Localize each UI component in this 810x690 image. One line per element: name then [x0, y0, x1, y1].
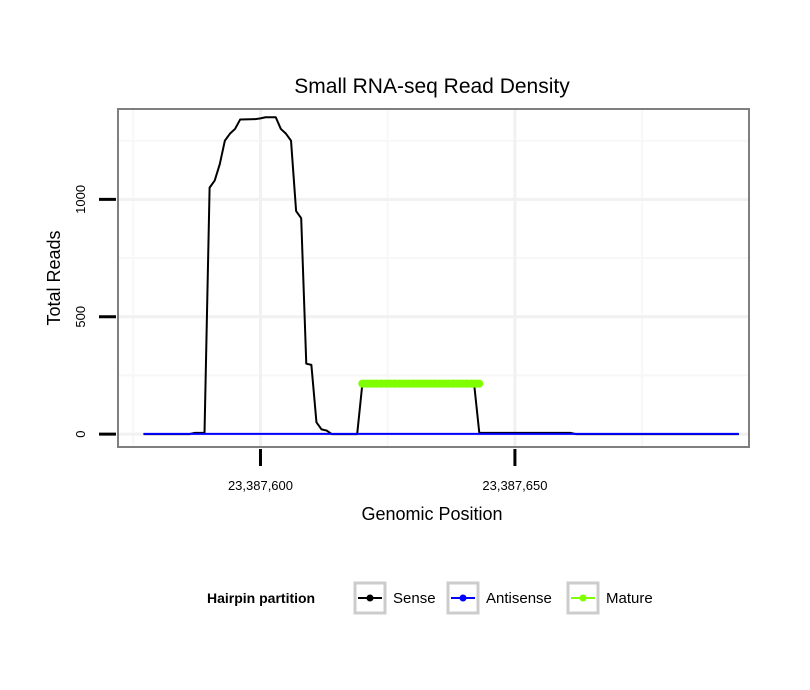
y-tick-label: 0: [73, 430, 88, 437]
plot-panel: [117, 108, 750, 448]
legend-label-sense: Sense: [393, 590, 436, 607]
chart-title: Small RNA-seq Read Density: [294, 75, 570, 98]
legend-point-mature: [579, 594, 587, 602]
x-tick-label: 23,387,650: [482, 478, 547, 493]
legend-title: Hairpin partition: [207, 590, 315, 606]
legend-point-sense: [366, 594, 374, 602]
y-tick-label: 500: [73, 306, 88, 328]
grid: [118, 109, 749, 447]
legend: Hairpin partition Sense Antisense Mature: [207, 581, 653, 615]
x-tick-label: 23,387,600: [228, 478, 293, 493]
y-tick-label: 1000: [73, 185, 88, 214]
y-axis-label: Total Reads: [44, 230, 64, 325]
x-axis-label: Genomic Position: [361, 504, 502, 524]
axis-ticks: 0 500 1000 23,387,600 23,387,650: [73, 185, 547, 493]
series-group: [143, 116, 739, 436]
legend-label-antisense: Antisense: [486, 590, 552, 607]
legend-point-antisense: [459, 594, 467, 602]
legend-label-mature: Mature: [606, 590, 653, 607]
